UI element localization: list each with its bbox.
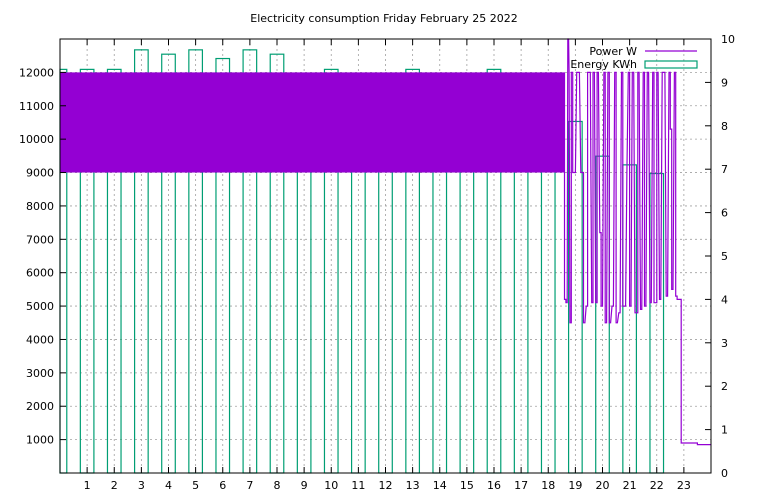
y-right-tick-label: 7	[721, 163, 728, 176]
chart-title: Electricity consumption Friday February …	[250, 12, 517, 25]
y-right-tick-label: 5	[721, 250, 728, 263]
y-right-tick-label: 1	[721, 424, 728, 437]
x-tick-label: 14	[433, 479, 447, 492]
axes: 1 2 3 4 5 6 7 8 9 10 11 12 13 14 15 16 17 18 19 20 21 22 23100…	[19, 33, 735, 492]
x-tick-label: 12	[379, 479, 393, 492]
power-series	[60, 38, 711, 446]
y-left-tick-label: 12000	[19, 66, 54, 79]
x-tick-label: 19	[568, 479, 582, 492]
y-right-tick-label: 0	[721, 467, 728, 480]
y-left-tick-label: 2000	[26, 400, 54, 413]
y-left-tick-label: 9000	[26, 167, 54, 180]
y-right-tick-label: 8	[721, 120, 728, 133]
x-tick-label: 15	[460, 479, 474, 492]
y-left-tick-label: 11000	[19, 100, 54, 113]
y-left-tick-label: 5000	[26, 300, 54, 313]
legend-label: Power W	[589, 45, 637, 58]
y-left-tick-label: 4000	[26, 333, 54, 346]
y-left-tick-label: 8000	[26, 200, 54, 213]
power-line	[563, 38, 711, 446]
x-tick-label: 10	[324, 479, 338, 492]
y-right-tick-label: 4	[721, 293, 728, 306]
legend-swatch-energy	[644, 60, 698, 69]
x-tick-label: 21	[623, 479, 637, 492]
x-tick-label: 2	[111, 479, 118, 492]
x-tick-label: 9	[301, 479, 308, 492]
y-right-tick-label: 10	[721, 33, 735, 46]
x-tick-label: 5	[192, 479, 199, 492]
power-dense-band	[60, 72, 565, 173]
x-tick-label: 17	[514, 479, 528, 492]
y-right-tick-label: 2	[721, 380, 728, 393]
x-tick-label: 23	[677, 479, 691, 492]
x-tick-label: 18	[541, 479, 555, 492]
x-tick-label: 16	[487, 479, 501, 492]
x-tick-label: 1	[84, 479, 91, 492]
y-left-tick-label: 6000	[26, 267, 54, 280]
x-tick-label: 4	[165, 479, 172, 492]
y-right-tick-label: 9	[721, 76, 728, 89]
x-tick-label: 11	[351, 479, 365, 492]
x-tick-label: 20	[596, 479, 610, 492]
x-tick-label: 6	[219, 479, 226, 492]
y-left-tick-label: 7000	[26, 233, 54, 246]
y-right-tick-label: 3	[721, 337, 728, 350]
y-left-tick-label: 1000	[26, 434, 54, 447]
x-tick-label: 22	[650, 479, 664, 492]
legend-label: Energy KWh	[570, 58, 637, 71]
x-tick-label: 8	[274, 479, 281, 492]
y-left-tick-label: 3000	[26, 367, 54, 380]
x-tick-label: 7	[246, 479, 253, 492]
x-tick-label: 3	[138, 479, 145, 492]
y-right-tick-label: 6	[721, 207, 728, 220]
x-tick-label: 13	[406, 479, 420, 492]
y-left-tick-label: 10000	[19, 133, 54, 146]
